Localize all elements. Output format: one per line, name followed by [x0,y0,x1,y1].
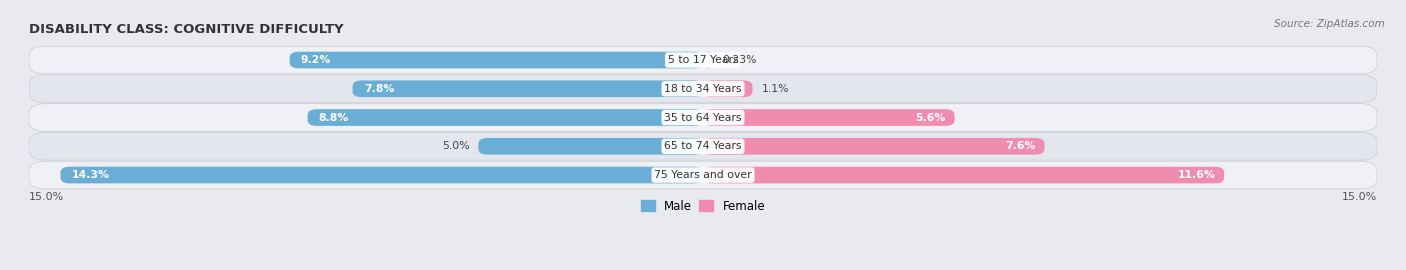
Text: 5.0%: 5.0% [441,141,470,151]
FancyBboxPatch shape [30,104,1376,131]
FancyBboxPatch shape [290,52,703,68]
Text: 5.6%: 5.6% [915,113,946,123]
Text: 65 to 74 Years: 65 to 74 Years [664,141,742,151]
FancyBboxPatch shape [30,133,1376,160]
FancyBboxPatch shape [30,46,1376,74]
Text: Source: ZipAtlas.com: Source: ZipAtlas.com [1274,19,1385,29]
Text: 15.0%: 15.0% [30,192,65,202]
FancyBboxPatch shape [703,80,752,97]
Text: 1.1%: 1.1% [762,84,789,94]
FancyBboxPatch shape [478,138,703,155]
Text: 7.6%: 7.6% [1005,141,1035,151]
FancyBboxPatch shape [30,75,1376,103]
Text: 14.3%: 14.3% [72,170,110,180]
Text: 15.0%: 15.0% [1341,192,1376,202]
FancyBboxPatch shape [703,109,955,126]
Text: DISABILITY CLASS: COGNITIVE DIFFICULTY: DISABILITY CLASS: COGNITIVE DIFFICULTY [30,23,343,36]
FancyBboxPatch shape [703,52,713,68]
FancyBboxPatch shape [353,80,703,97]
Text: 35 to 64 Years: 35 to 64 Years [664,113,742,123]
FancyBboxPatch shape [60,167,703,183]
Text: 7.8%: 7.8% [364,84,394,94]
FancyBboxPatch shape [30,161,1376,189]
Text: 0.23%: 0.23% [723,55,756,65]
Text: 5 to 17 Years: 5 to 17 Years [668,55,738,65]
FancyBboxPatch shape [308,109,703,126]
Text: 18 to 34 Years: 18 to 34 Years [664,84,742,94]
FancyBboxPatch shape [703,138,1045,155]
FancyBboxPatch shape [703,167,1225,183]
Legend: Male, Female: Male, Female [636,195,770,217]
Text: 8.8%: 8.8% [319,113,349,123]
Text: 75 Years and over: 75 Years and over [654,170,752,180]
Text: 11.6%: 11.6% [1177,170,1215,180]
Text: 9.2%: 9.2% [301,55,332,65]
